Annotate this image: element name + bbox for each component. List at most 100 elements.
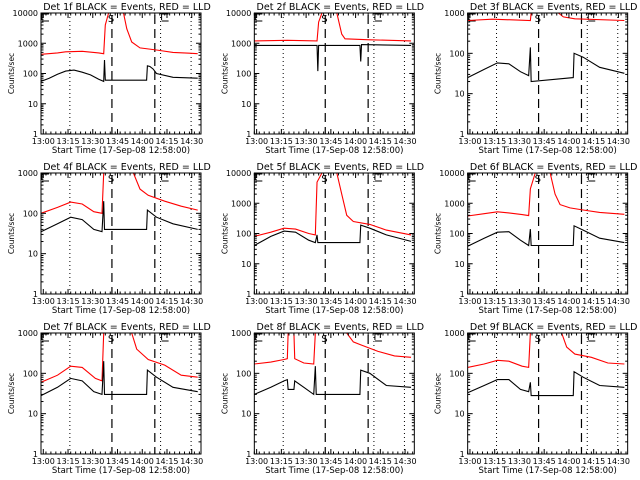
x-axis-label: Start Time (17-Sep-08 12:58:00) <box>265 146 403 156</box>
x-tick-label: 13:30 <box>508 137 531 146</box>
y-tick-label: 100 <box>23 70 38 79</box>
y-tick-label: 100 <box>236 70 251 79</box>
plot-frame <box>467 12 629 135</box>
plot-frame <box>40 332 202 455</box>
series-lld <box>254 12 412 42</box>
marker-bracket <box>374 333 382 340</box>
x-tick-label: 14:15 <box>369 137 392 146</box>
x-tick-label: 13:00 <box>458 297 481 306</box>
y-axis-label: Counts/sec <box>434 213 443 254</box>
x-tick-label: 14:30 <box>180 137 203 146</box>
x-tick-label: 14:00 <box>131 137 154 146</box>
series-lld <box>467 332 625 369</box>
x-tick-label: 14:15 <box>155 457 178 466</box>
x-tick-label: 13:30 <box>508 297 531 306</box>
x-tick-label: 14:00 <box>557 457 580 466</box>
x-tick-label: 13:15 <box>483 297 506 306</box>
x-tick-label: 13:45 <box>533 137 556 146</box>
x-tick-label: 13:30 <box>295 297 318 306</box>
y-tick-label: 10 <box>28 410 38 419</box>
y-tick-label: 100 <box>449 49 464 58</box>
series-events <box>254 366 412 396</box>
x-axis-label: Start Time (17-Sep-08 12:58:00) <box>265 306 403 316</box>
y-tick-label: 1000 <box>18 169 38 178</box>
marker-label: S <box>321 334 327 345</box>
x-tick-label: 13:15 <box>270 297 293 306</box>
y-tick-label: 10 <box>454 90 464 99</box>
x-tick-label: 14:00 <box>344 137 367 146</box>
y-tick-label: 100 <box>236 230 251 239</box>
y-axis-label: Counts/sec <box>7 53 16 94</box>
x-tick-label: 14:30 <box>394 137 417 146</box>
y-axis-label: Counts/sec <box>220 373 229 414</box>
x-tick-label: 13:30 <box>81 457 104 466</box>
series-events <box>254 224 412 246</box>
plot-frame <box>40 12 202 135</box>
series-events <box>467 47 625 83</box>
x-tick-label: 13:15 <box>270 137 293 146</box>
series-lld <box>40 332 198 383</box>
plot-frame <box>467 332 629 455</box>
x-tick-label: 14:30 <box>180 297 203 306</box>
y-tick-label: 1 <box>33 290 38 299</box>
x-tick-label: 14:30 <box>394 297 417 306</box>
x-tick-label: 14:15 <box>155 297 178 306</box>
x-tick-label: 13:15 <box>270 457 293 466</box>
x-tick-label: 13:15 <box>57 457 80 466</box>
x-tick-label: 14:15 <box>155 137 178 146</box>
y-axis-label: Counts/sec <box>7 373 16 414</box>
series-lld <box>254 332 412 365</box>
marker-bracket <box>468 13 476 20</box>
y-axis-label: Counts/sec <box>434 53 443 94</box>
x-tick-label: 14:00 <box>131 297 154 306</box>
x-tick-label: 13:45 <box>106 137 129 146</box>
chart-title: Det 5f BLACK = Events, RED = LLD <box>257 162 425 173</box>
y-tick-label: 1000 <box>231 329 251 338</box>
x-tick-label: 13:45 <box>319 457 342 466</box>
x-tick-label: 14:15 <box>582 457 605 466</box>
y-tick-label: 10000 <box>226 9 251 18</box>
x-tick-label: 13:30 <box>81 297 104 306</box>
y-tick-label: 10 <box>454 410 464 419</box>
y-tick-label: 1000 <box>444 329 464 338</box>
x-tick-label: 13:00 <box>245 297 268 306</box>
series-events <box>40 361 198 397</box>
y-tick-label: 1000 <box>231 199 251 208</box>
x-axis-label: Start Time (17-Sep-08 12:58:00) <box>479 306 617 316</box>
chart-title: Det 9f BLACK = Events, RED = LLD <box>470 322 638 333</box>
marker-label: S <box>108 174 114 185</box>
x-tick-label: 14:15 <box>582 297 605 306</box>
series-events <box>467 224 625 247</box>
marker-bracket <box>254 333 263 340</box>
y-tick-label: 1 <box>33 130 38 139</box>
x-tick-label: 14:15 <box>369 297 392 306</box>
series-events <box>40 59 198 83</box>
marker-bracket <box>587 333 596 340</box>
chart-title: Det 1f BLACK = Events, RED = LLD <box>43 2 211 13</box>
x-tick-label: 14:30 <box>180 457 203 466</box>
series-events <box>254 44 412 72</box>
y-axis-label: Counts/sec <box>220 53 229 94</box>
y-tick-label: 100 <box>449 369 464 378</box>
x-tick-label: 13:00 <box>32 297 55 306</box>
y-tick-label: 1 <box>460 450 465 459</box>
y-tick-label: 10 <box>454 260 464 269</box>
y-tick-label: 10000 <box>13 9 38 18</box>
series-lld <box>467 172 625 217</box>
chart-title: Det 8f BLACK = Events, RED = LLD <box>257 322 425 333</box>
x-tick-label: 13:30 <box>295 137 318 146</box>
x-tick-label: 14:00 <box>344 297 367 306</box>
x-axis-label: Start Time (17-Sep-08 12:58:00) <box>479 466 617 476</box>
marker-bracket <box>41 173 49 180</box>
x-axis-label: Start Time (17-Sep-08 12:58:00) <box>52 466 190 476</box>
y-tick-label: 10 <box>241 410 251 419</box>
y-axis-label: Counts/sec <box>7 213 16 254</box>
marker-bracket <box>161 173 169 180</box>
y-tick-label: 1000 <box>444 199 464 208</box>
series-lld <box>40 12 198 55</box>
